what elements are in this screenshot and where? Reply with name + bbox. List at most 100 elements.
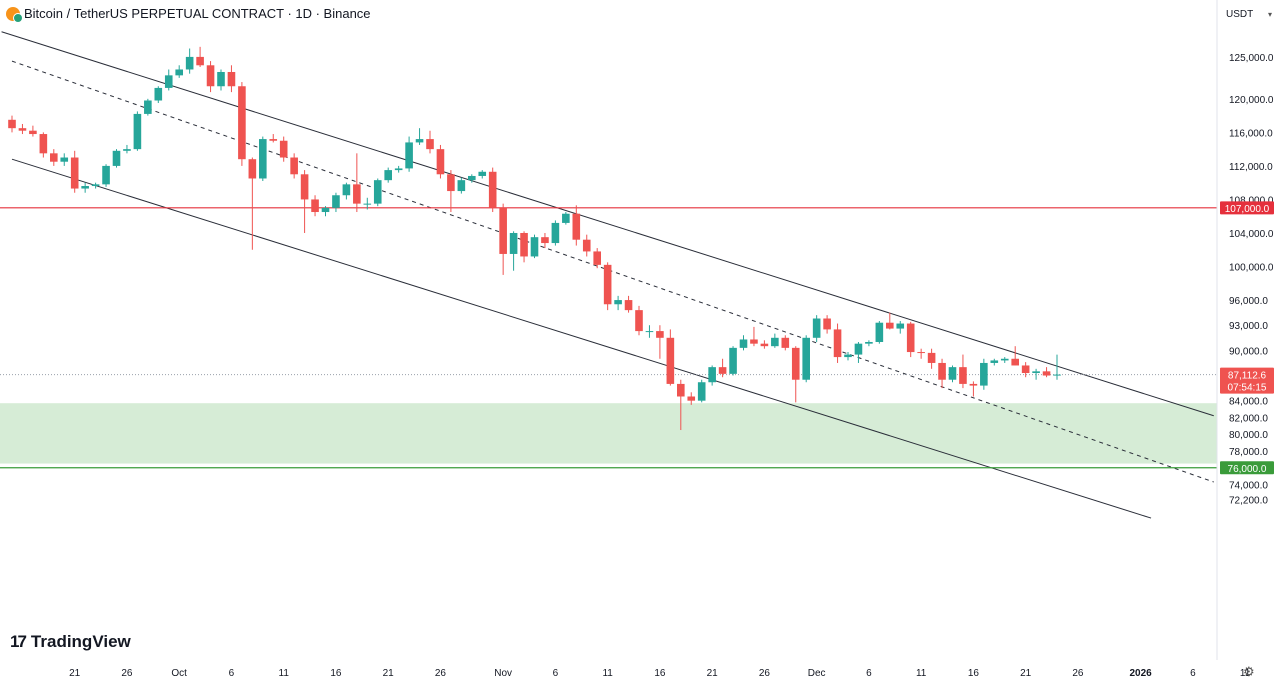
- candle-body: [164, 75, 173, 88]
- candle: [959, 354, 967, 389]
- candle-body: [886, 322, 894, 329]
- candle: [112, 149, 121, 168]
- candle-body: [875, 322, 884, 342]
- candle: [29, 125, 37, 137]
- time-tick-label: 21: [707, 668, 719, 679]
- support-price-badge: 76,000.0: [1228, 464, 1267, 475]
- time-tick-label: Nov: [494, 668, 512, 679]
- candle-body: [687, 396, 696, 401]
- candle-body: [541, 237, 549, 244]
- candle-body: [29, 130, 37, 135]
- candle-body: [478, 171, 487, 176]
- candle-body: [279, 140, 288, 158]
- price-tick-label: 82,000.0: [1229, 413, 1268, 424]
- candle-body: [468, 175, 476, 181]
- candle: [886, 312, 894, 330]
- candle: [373, 178, 382, 207]
- price-tick-label: 116,000.0: [1229, 128, 1273, 139]
- candle: [185, 48, 194, 74]
- candle-body: [927, 352, 936, 363]
- symbol-header: Bitcoin / TetherUS PERPETUAL CONTRACT · …: [6, 6, 371, 23]
- candle: [729, 346, 737, 376]
- candle: [144, 98, 152, 116]
- gear-icon[interactable]: ⚙: [1243, 664, 1255, 679]
- currency-selector[interactable]: USDT ▾: [1222, 4, 1276, 24]
- candle-body: [91, 184, 100, 187]
- candle: [969, 381, 978, 397]
- candle: [551, 220, 560, 246]
- candle: [18, 123, 27, 135]
- time-tick-label: 16: [968, 668, 980, 679]
- candle: [781, 335, 790, 351]
- candle-body: [697, 382, 706, 401]
- price-tick-label: 84,000.0: [1229, 397, 1268, 408]
- candle-body: [436, 149, 445, 175]
- candle-body: [582, 239, 591, 252]
- time-tick-label: 16: [330, 668, 342, 679]
- candle-body: [771, 337, 779, 347]
- logo-text: TradingView: [30, 632, 131, 651]
- candle-body: [342, 184, 351, 196]
- candle-body: [906, 323, 915, 353]
- candle-body: [123, 149, 131, 151]
- candle-body: [844, 354, 852, 358]
- candle: [656, 325, 664, 359]
- candle: [572, 205, 581, 246]
- candle-body: [624, 300, 633, 311]
- candle: [687, 392, 696, 405]
- price-tick-label: 100,000.0: [1229, 263, 1274, 274]
- candle-body: [39, 134, 48, 154]
- candle: [624, 295, 633, 313]
- candle-body: [321, 207, 330, 213]
- candle-body: [405, 142, 413, 169]
- bitcoin-icon: [6, 6, 23, 23]
- candle: [81, 182, 89, 193]
- candle: [415, 128, 424, 145]
- candle: [1042, 367, 1051, 378]
- time-tick-label: 21: [383, 668, 395, 679]
- candle-body: [175, 69, 183, 76]
- candle: [123, 144, 131, 154]
- candle: [938, 358, 946, 389]
- candle: [321, 206, 330, 217]
- last-price-badge: 87,112.6: [1228, 371, 1267, 382]
- candle-body: [1032, 371, 1040, 374]
- candle: [1011, 346, 1019, 366]
- time-tick-label: 11: [279, 668, 290, 679]
- candle: [791, 346, 800, 403]
- candle: [1000, 357, 1009, 363]
- chevron-down-icon: ▾: [1267, 9, 1272, 19]
- candle-body: [677, 383, 685, 397]
- candle: [238, 82, 246, 166]
- resistance-price-badge: 107,000.0: [1225, 204, 1270, 215]
- candle-body: [854, 343, 863, 355]
- candle: [259, 136, 267, 181]
- candle: [718, 358, 727, 378]
- candle-body: [227, 71, 236, 87]
- candle: [206, 61, 215, 93]
- candle-body: [300, 174, 309, 200]
- candle-body: [656, 331, 664, 338]
- candle-body: [70, 157, 79, 189]
- candle-body: [865, 341, 873, 344]
- candle: [478, 170, 487, 179]
- candle: [70, 150, 79, 193]
- price-tick-label: 125,000.0: [1229, 53, 1274, 64]
- candle-body: [509, 232, 518, 254]
- candle-body: [781, 337, 790, 348]
- tradingview-logo[interactable]: 17 TradingView: [10, 632, 131, 652]
- channel-lower-line: [11, 158, 1152, 519]
- time-tick-label: 11: [916, 668, 927, 679]
- candle: [865, 340, 873, 347]
- candle: [488, 167, 497, 213]
- candle-body: [1011, 358, 1019, 366]
- price-tick-label: 72,200.0: [1229, 496, 1268, 507]
- candle-body: [791, 347, 800, 380]
- candle-body: [457, 180, 466, 192]
- candle-body: [102, 165, 110, 185]
- candle: [635, 305, 643, 336]
- price-tick-label: 74,000.0: [1229, 481, 1268, 492]
- candle: [499, 203, 507, 275]
- candle: [196, 46, 204, 67]
